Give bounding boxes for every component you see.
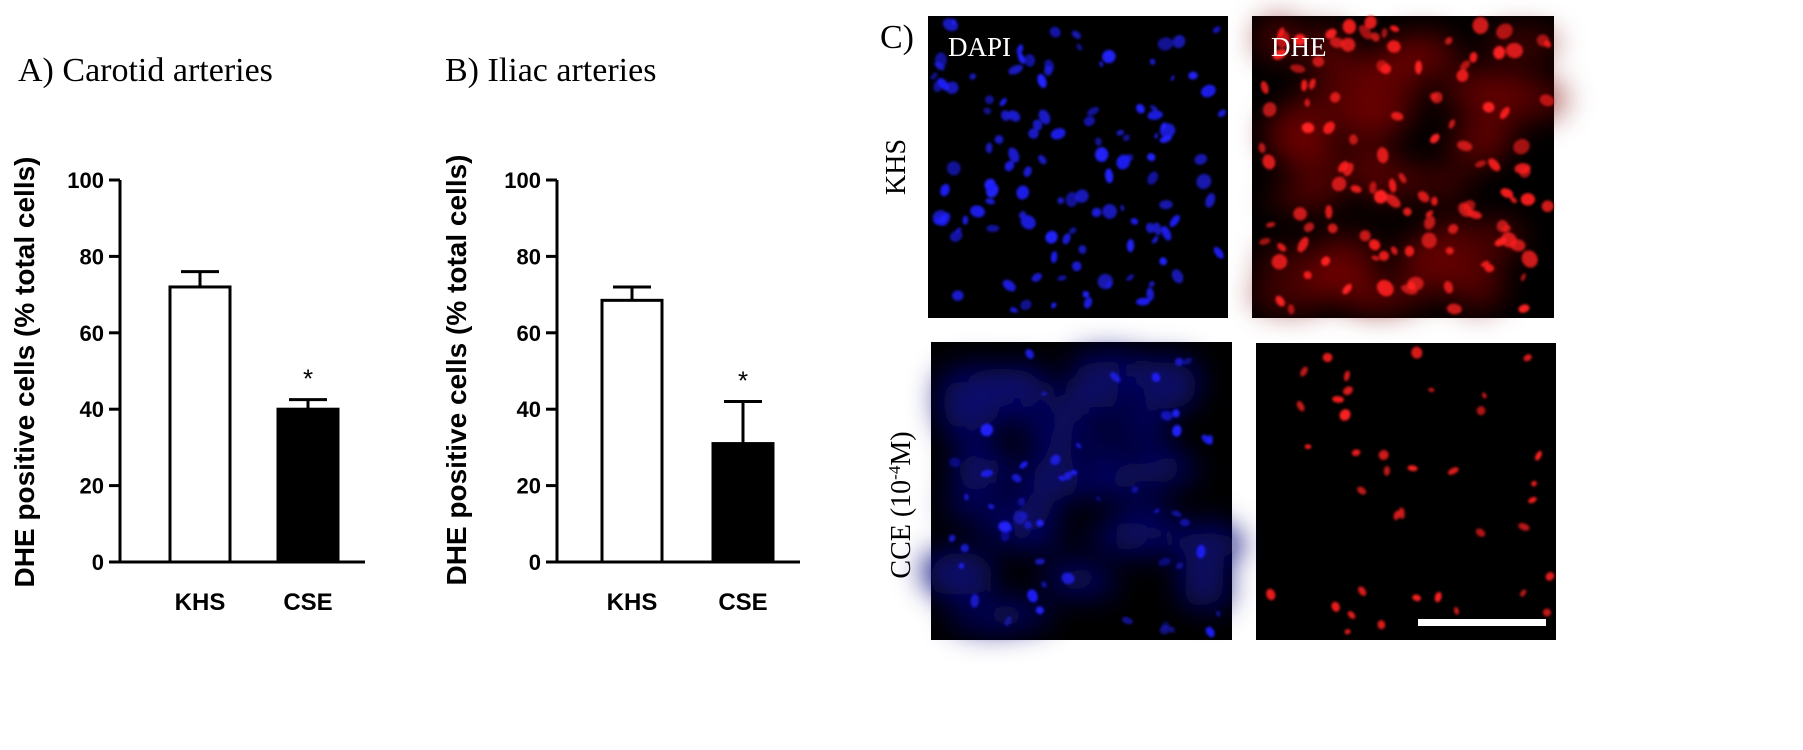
y-axis-label-carotid: DHE positive cells (% total cells) <box>9 156 40 587</box>
y-tick-label: 60 <box>80 321 104 346</box>
nuclei-group <box>1266 346 1555 635</box>
significance-marker: * <box>303 364 313 394</box>
nuclei-group <box>930 18 1227 313</box>
nuclei-group <box>1258 15 1555 315</box>
bar-khs <box>168 285 232 564</box>
y-tick-label: 100 <box>504 168 541 193</box>
chart-title-iliac: B) Iliac arteries <box>445 52 656 89</box>
x-tick-label: KHS <box>607 589 658 616</box>
row-label-khs: KHS <box>881 139 912 195</box>
y-tick-label: 40 <box>517 397 541 422</box>
y-tick-label: 20 <box>80 474 104 499</box>
y-tick-label: 0 <box>92 550 104 575</box>
significance-marker: * <box>738 366 748 396</box>
column-label-dhe: DHE <box>1271 32 1327 62</box>
cell-nuclei <box>919 15 1568 638</box>
scale-bar <box>1418 619 1546 626</box>
chart-carotid: A) Carotid arteries DHE positive cells (… <box>9 52 365 616</box>
nuclei-group <box>948 349 1221 638</box>
y-tick-label: 60 <box>517 321 541 346</box>
bar-khs <box>600 298 664 564</box>
y-tick-label: 0 <box>529 550 541 575</box>
x-tick-label: CSE <box>718 589 767 616</box>
y-tick-label: 100 <box>67 168 104 193</box>
bar-cse <box>711 442 775 564</box>
y-tick-label: 40 <box>80 397 104 422</box>
background-haze <box>919 348 1247 635</box>
y-tick-label: 20 <box>517 474 541 499</box>
plot-area-iliac: 0 20 40 60 80 100 KHS CSE * <box>504 168 800 616</box>
chart-iliac: B) Iliac arteries DHE positive cells (% … <box>441 52 800 616</box>
y-axis-label-iliac: DHE positive cells (% total cells) <box>441 154 472 585</box>
x-tick-label: KHS <box>175 589 226 616</box>
y-tick-label: 80 <box>80 244 104 269</box>
column-label-dapi: DAPI <box>948 32 1011 62</box>
y-tick-label: 80 <box>517 244 541 269</box>
chart-title-carotid: A) Carotid arteries <box>18 52 273 89</box>
panel-label-c: C) <box>880 19 914 56</box>
micrograph-dhe-cce <box>1256 343 1556 640</box>
micrograph-panel: C) DAPI DHE KHS CCE (10-4M) <box>880 15 1568 640</box>
plot-area-carotid: 0 20 40 60 80 100 KHS CSE * <box>67 168 365 616</box>
bar-cse <box>276 407 340 564</box>
row-label-cce: CCE (10-4M) <box>885 431 917 578</box>
x-tick-label: CSE <box>283 589 332 616</box>
